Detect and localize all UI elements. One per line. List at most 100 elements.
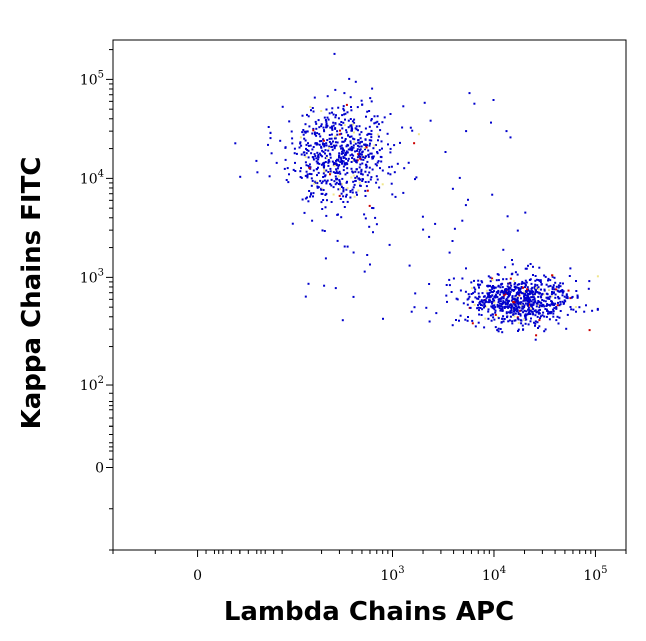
event-point bbox=[550, 303, 553, 306]
event-point bbox=[370, 119, 373, 122]
event-point bbox=[345, 129, 348, 132]
event-point bbox=[499, 300, 502, 303]
event-point bbox=[336, 239, 339, 242]
event-point bbox=[345, 153, 348, 156]
event-point bbox=[339, 129, 341, 132]
event-point bbox=[480, 299, 483, 302]
event-point bbox=[467, 316, 469, 318]
event-point bbox=[532, 274, 534, 276]
event-point bbox=[308, 167, 311, 170]
event-point bbox=[413, 142, 416, 145]
event-point bbox=[487, 293, 490, 296]
event-point bbox=[555, 306, 558, 309]
event-point bbox=[465, 267, 467, 270]
event-point bbox=[559, 282, 562, 285]
event-point bbox=[501, 289, 504, 292]
event-point bbox=[562, 302, 565, 305]
event-point bbox=[338, 170, 341, 173]
event-point bbox=[334, 127, 337, 130]
event-point bbox=[359, 163, 362, 166]
event-point bbox=[490, 286, 493, 289]
event-point bbox=[360, 170, 363, 173]
event-point bbox=[374, 121, 377, 124]
event-point bbox=[315, 134, 318, 137]
event-point bbox=[477, 321, 480, 324]
event-point bbox=[410, 310, 413, 313]
event-point bbox=[483, 326, 486, 329]
event-point bbox=[534, 309, 537, 312]
event-point bbox=[522, 286, 524, 289]
event-point bbox=[313, 131, 316, 134]
event-point bbox=[575, 310, 577, 313]
event-point bbox=[422, 228, 425, 231]
event-point bbox=[318, 143, 321, 146]
event-point bbox=[370, 129, 373, 132]
event-point bbox=[525, 291, 528, 294]
event-point bbox=[352, 186, 355, 189]
event-point bbox=[553, 276, 556, 279]
event-point bbox=[304, 161, 307, 164]
event-point bbox=[519, 301, 522, 304]
event-point bbox=[534, 291, 537, 294]
event-point bbox=[503, 318, 506, 320]
event-point bbox=[344, 138, 347, 140]
event-point bbox=[329, 170, 332, 173]
event-point bbox=[527, 288, 530, 291]
event-point bbox=[292, 168, 295, 171]
event-point bbox=[507, 290, 510, 293]
event-point bbox=[524, 284, 527, 287]
event-point bbox=[316, 186, 319, 189]
event-point bbox=[566, 297, 569, 300]
event-point bbox=[494, 293, 497, 296]
event-point bbox=[268, 175, 271, 178]
event-point bbox=[342, 169, 345, 172]
event-point bbox=[485, 305, 488, 308]
event-point bbox=[333, 180, 336, 183]
event-point bbox=[570, 308, 573, 311]
event-point bbox=[510, 305, 513, 308]
event-point bbox=[372, 147, 375, 150]
event-point bbox=[346, 200, 349, 203]
event-point bbox=[487, 275, 490, 278]
event-point bbox=[294, 161, 296, 164]
event-point bbox=[527, 303, 529, 305]
event-point bbox=[339, 198, 342, 200]
event-point bbox=[531, 286, 534, 289]
event-point bbox=[490, 121, 492, 124]
event-point bbox=[275, 161, 278, 164]
event-point bbox=[355, 191, 358, 194]
event-point bbox=[525, 281, 528, 284]
event-point bbox=[348, 77, 351, 80]
event-point bbox=[494, 306, 497, 309]
event-point bbox=[317, 186, 320, 189]
event-point bbox=[458, 176, 461, 179]
event-point bbox=[534, 322, 537, 325]
event-point bbox=[498, 307, 501, 310]
event-point bbox=[544, 308, 547, 310]
event-point bbox=[335, 181, 338, 184]
event-point bbox=[359, 178, 361, 181]
event-point bbox=[326, 156, 328, 159]
event-point bbox=[477, 292, 480, 295]
event-point bbox=[359, 137, 362, 140]
event-point bbox=[304, 174, 307, 177]
event-point bbox=[360, 99, 363, 102]
event-point bbox=[501, 308, 504, 310]
event-point bbox=[332, 193, 335, 196]
event-point bbox=[488, 301, 491, 304]
event-point bbox=[367, 149, 370, 152]
event-point bbox=[288, 173, 290, 176]
event-point bbox=[342, 165, 345, 168]
event-point bbox=[525, 298, 528, 301]
event-point bbox=[312, 156, 315, 159]
event-point bbox=[517, 328, 520, 331]
event-point bbox=[548, 288, 550, 291]
event-point bbox=[314, 142, 317, 145]
event-point bbox=[547, 279, 549, 282]
event-point bbox=[539, 281, 542, 284]
event-point bbox=[403, 167, 406, 170]
event-point bbox=[318, 140, 321, 143]
event-point bbox=[501, 296, 504, 299]
event-point bbox=[504, 289, 507, 292]
event-point bbox=[470, 293, 473, 295]
